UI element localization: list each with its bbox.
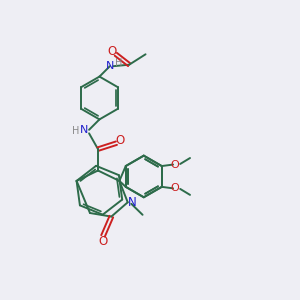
Text: O: O (171, 160, 179, 170)
Text: O: O (107, 45, 117, 58)
Text: N: N (128, 196, 136, 209)
Text: O: O (98, 235, 108, 248)
Text: O: O (116, 134, 124, 147)
Text: N: N (80, 125, 88, 135)
Text: O: O (171, 183, 179, 193)
Text: N: N (106, 61, 114, 71)
Text: H: H (115, 58, 122, 68)
Text: H: H (72, 126, 80, 136)
